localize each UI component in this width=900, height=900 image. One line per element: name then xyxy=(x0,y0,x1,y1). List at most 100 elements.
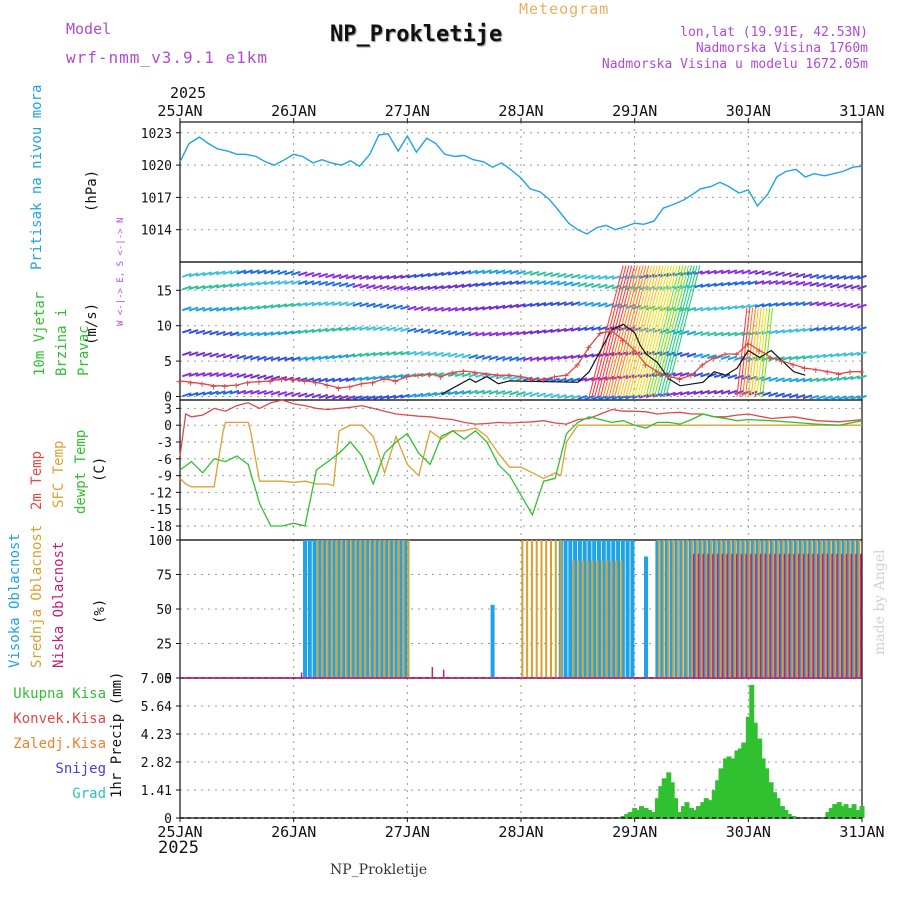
wind-barb xyxy=(216,353,226,358)
wind-barb xyxy=(611,265,647,397)
wind-speed-marker: + xyxy=(688,369,695,382)
wind-barb xyxy=(720,389,731,395)
wind-barb xyxy=(516,303,526,309)
wind-barb xyxy=(386,304,397,310)
y-tick-label: 0 xyxy=(164,390,172,405)
wind-barb xyxy=(563,377,574,383)
wind-barb xyxy=(768,280,779,285)
precip-bar xyxy=(843,804,849,818)
wind-barb xyxy=(611,275,622,280)
wind-barb xyxy=(622,265,658,397)
wind-barb xyxy=(727,389,738,395)
wind-barb xyxy=(277,391,288,396)
wind-barb xyxy=(270,331,281,336)
wind-barb xyxy=(700,270,710,275)
precip-bar xyxy=(695,806,701,818)
wind-barb xyxy=(359,326,369,331)
precip-bar xyxy=(627,812,633,818)
wind-barb xyxy=(768,329,779,335)
wind-speed-marker: + xyxy=(278,373,285,386)
wind-barb xyxy=(857,374,867,380)
wind-barb xyxy=(754,270,765,276)
wind-barb xyxy=(795,272,806,278)
wind-barb xyxy=(222,270,233,275)
wind-barb xyxy=(222,283,233,289)
wind-barb xyxy=(802,327,813,333)
wind-speed-marker: + xyxy=(710,352,717,365)
wind-barb xyxy=(393,304,404,310)
wind-barb xyxy=(372,303,383,309)
x-tick-label-top: 26JAN xyxy=(271,102,316,120)
wind-barb xyxy=(386,394,397,400)
wind-barb xyxy=(311,328,322,334)
y-tick-label: 0 xyxy=(164,672,172,687)
wind-barb xyxy=(454,353,465,359)
wind-barb xyxy=(672,351,683,357)
wind-speed-marker: + xyxy=(585,341,592,354)
wind-barb xyxy=(488,281,499,287)
wind-speed-marker: + xyxy=(449,366,456,379)
wind-barb xyxy=(386,274,397,280)
precip-bar xyxy=(760,758,766,818)
wind-barb xyxy=(638,285,649,291)
y-tick-label: 4.23 xyxy=(141,728,172,743)
wind-speed-marker: + xyxy=(824,366,831,379)
wind-barb xyxy=(400,393,410,399)
wind-barb xyxy=(427,285,438,291)
wind-barb xyxy=(707,306,717,312)
precip-bar xyxy=(726,756,732,818)
wind-barb xyxy=(550,377,560,383)
wind-barb xyxy=(782,377,792,383)
legend-conv-precip: Konvek.Kisa xyxy=(13,711,106,727)
wind-barb xyxy=(331,394,342,400)
wind-barb xyxy=(345,377,356,382)
wind-barb xyxy=(222,306,233,312)
wind-barb xyxy=(434,351,444,357)
wind-barb xyxy=(407,305,417,311)
wind-barb xyxy=(372,275,383,280)
wind-barb xyxy=(591,283,601,289)
wind-barb xyxy=(654,265,690,397)
wind-barb xyxy=(291,356,301,362)
wind-barb xyxy=(181,306,192,312)
wind-barb xyxy=(400,305,410,311)
sfc-temp-line xyxy=(179,421,862,488)
wind-barb xyxy=(475,306,485,311)
precip-bar xyxy=(666,772,672,818)
precip-bar xyxy=(718,768,724,818)
wind-barb xyxy=(850,303,860,309)
wind-barb xyxy=(202,271,213,277)
wind-speed-marker: + xyxy=(256,376,263,389)
x-tick-label-bottom: 30JAN xyxy=(726,823,771,841)
wind-barb xyxy=(645,273,656,279)
wind-barb xyxy=(775,301,785,307)
precip-bar xyxy=(723,758,729,818)
wind-barb xyxy=(393,373,404,379)
wind-barb xyxy=(229,389,240,395)
wind-barb xyxy=(563,281,574,287)
wind-barb xyxy=(386,285,397,291)
precip-bar xyxy=(859,806,865,818)
wind-barb xyxy=(836,352,847,358)
precip-bar xyxy=(711,790,717,818)
wind-barb xyxy=(338,282,349,288)
wind-barb xyxy=(495,374,506,380)
wind-barb xyxy=(304,280,315,286)
wind-barb xyxy=(672,391,683,397)
wind-barb xyxy=(591,326,601,331)
wind-barb xyxy=(597,326,608,331)
x-tick-label-bottom: 31JAN xyxy=(839,823,884,841)
wind-barb xyxy=(836,283,847,289)
wind-barb xyxy=(243,305,253,311)
wind-barb xyxy=(727,331,738,337)
wind-barb xyxy=(536,392,547,398)
wind-barb xyxy=(727,269,738,275)
precip-bar xyxy=(734,750,740,818)
wind-barb xyxy=(216,306,226,312)
wind-barb xyxy=(632,304,642,310)
wind-speed-marker: + xyxy=(426,368,433,381)
wind-barb xyxy=(488,269,499,275)
wind-barb xyxy=(202,390,213,396)
wind-barb xyxy=(857,274,867,280)
